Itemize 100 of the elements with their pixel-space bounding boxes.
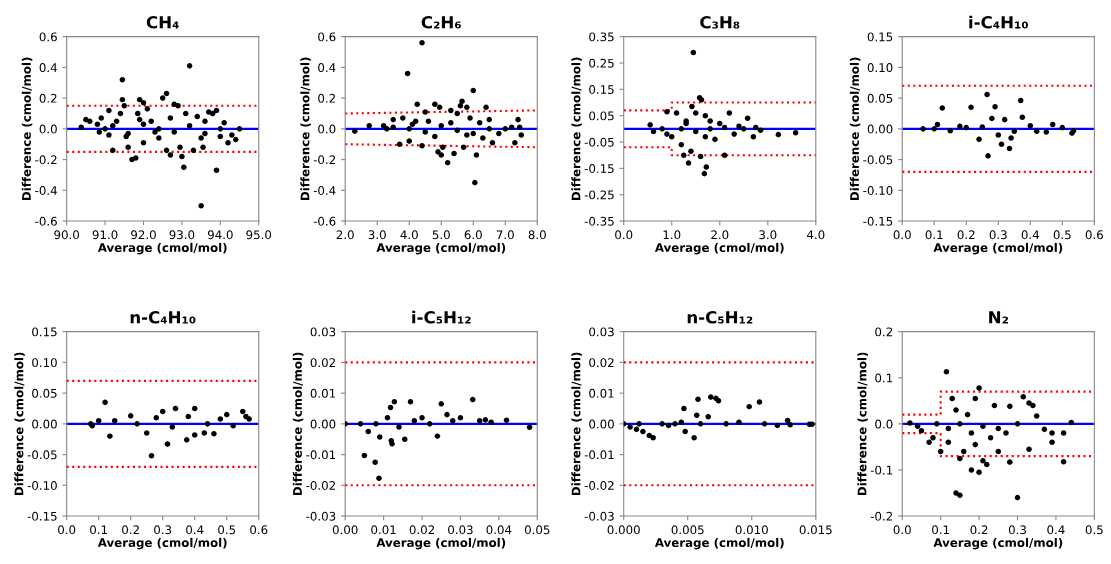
point	[774, 422, 781, 429]
x-tick-label: 5.0	[432, 230, 450, 240]
point	[949, 395, 955, 402]
point	[1049, 121, 1056, 128]
point	[753, 124, 759, 131]
point	[407, 398, 414, 405]
point	[503, 417, 510, 423]
y-tick-label: -0.15	[584, 164, 614, 174]
point	[945, 439, 952, 446]
point	[914, 423, 921, 429]
x-tick-label: 0.0	[58, 525, 76, 535]
x-tick-label: 0.0	[615, 230, 633, 240]
x-tick-label: 90.0	[54, 230, 80, 240]
y-tick-label: -0.2	[870, 511, 893, 521]
point	[449, 418, 456, 424]
point	[1068, 419, 1075, 426]
point	[1030, 402, 1036, 409]
y-tick-label: 0.15	[589, 85, 614, 94]
point	[968, 104, 974, 111]
point	[473, 152, 480, 158]
point	[707, 126, 713, 132]
x-axis-title: Average (cmol/mol)	[654, 537, 784, 550]
y-tick-label: -0.01	[584, 450, 614, 460]
x-tick-label: 0.2	[122, 525, 139, 535]
point	[681, 405, 687, 412]
y-tick-label: -0.05	[27, 450, 57, 460]
point	[678, 126, 685, 132]
point	[1007, 403, 1013, 410]
x-tick-label: 0.3	[1008, 525, 1026, 535]
y-tick-label: 0.15	[867, 32, 893, 42]
point	[469, 396, 476, 403]
point	[957, 421, 963, 427]
point	[434, 433, 441, 439]
point	[939, 105, 946, 111]
y-tick-label: 0.6	[39, 32, 57, 42]
point	[750, 133, 757, 140]
point	[134, 421, 140, 427]
point	[502, 126, 509, 132]
y-tick-label: -0.05	[863, 155, 893, 165]
point	[907, 420, 913, 426]
point	[664, 131, 670, 137]
point	[703, 164, 710, 170]
point	[488, 419, 494, 426]
x-tick-label: 4.0	[807, 230, 825, 240]
y-tick-label: -0.10	[27, 481, 57, 490]
point	[636, 421, 642, 427]
point	[682, 428, 688, 435]
point	[448, 119, 454, 126]
point	[991, 402, 998, 409]
point	[102, 399, 108, 406]
chart-title: i-C₄H₁₀	[969, 15, 1028, 29]
y-tick-label: 0.4	[318, 63, 336, 73]
point	[419, 414, 425, 421]
point	[107, 433, 113, 439]
point	[419, 142, 425, 149]
point	[659, 421, 665, 427]
point	[153, 414, 160, 421]
point	[387, 404, 394, 411]
point	[992, 103, 998, 110]
y-tick-label: 0.00	[32, 419, 57, 429]
point	[1017, 97, 1024, 104]
point	[467, 115, 473, 121]
point	[707, 118, 713, 124]
x-tick-label: 3.0	[368, 230, 386, 240]
y-axis-title: Difference (cmol/mol)	[849, 57, 861, 201]
x-tick-label: 0.5	[1085, 525, 1103, 535]
point	[1027, 123, 1034, 129]
y-tick-label: -0.6	[35, 216, 57, 226]
point	[972, 441, 979, 448]
point	[373, 421, 379, 427]
x-tick-label: 0.3	[154, 525, 172, 535]
point	[926, 439, 932, 446]
point	[1007, 459, 1013, 465]
x-tick-label: 91.0	[92, 230, 118, 240]
point	[230, 422, 236, 429]
y-tick-label: -0.15	[27, 511, 57, 521]
point	[444, 411, 450, 418]
point	[976, 136, 982, 143]
point	[457, 414, 464, 421]
x-tick-label: 4.0	[400, 230, 418, 240]
x-tick-label: 0.1	[932, 525, 949, 535]
y-tick-label: -0.6	[313, 216, 336, 226]
point	[1041, 426, 1048, 433]
y-tick-label: 0.01	[589, 388, 614, 398]
y-tick-label: 0.4	[39, 63, 57, 73]
point	[526, 424, 533, 431]
y-tick-label: 0.2	[318, 93, 335, 103]
point	[756, 399, 763, 405]
point	[690, 49, 697, 56]
point	[627, 424, 633, 430]
point	[95, 418, 102, 424]
point	[1026, 446, 1032, 452]
y-tick-label: 0.00	[310, 419, 336, 429]
point	[191, 405, 198, 412]
point	[1060, 430, 1067, 436]
point	[680, 152, 687, 158]
y-tick-label: -0.2	[313, 155, 335, 165]
chart-title: n-C₄H₁₀	[130, 310, 196, 324]
point	[953, 490, 959, 496]
point	[689, 103, 695, 110]
